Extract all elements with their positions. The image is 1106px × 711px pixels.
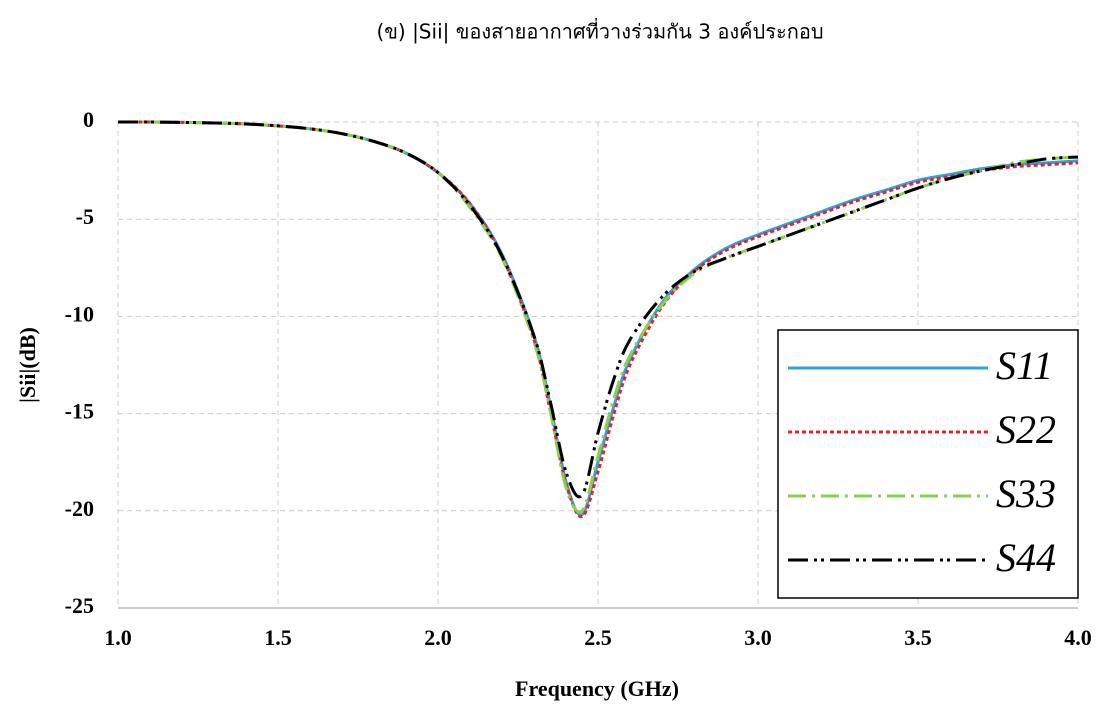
y-tick-label: -15 [65, 399, 94, 424]
y-tick-label: 0 [83, 107, 94, 132]
x-tick-label: 1.5 [264, 625, 292, 650]
legend-label: S22 [996, 407, 1056, 452]
series-line [117, 120, 1079, 519]
x-axis-label: Frequency (GHz) [515, 676, 679, 701]
x-tick-label: 3.5 [904, 625, 932, 650]
x-tick-label: 3.0 [744, 625, 772, 650]
series-line [117, 120, 1079, 499]
y-tick-label: -10 [65, 301, 94, 326]
y-tick-label: -25 [65, 593, 94, 618]
y-axis-label: |Sii|(dB) [15, 327, 40, 403]
y-tick-label: -20 [65, 496, 94, 521]
legend-box [777, 329, 1079, 599]
x-tick-label: 2.0 [424, 625, 452, 650]
chart-title: (ข) |Sii| ของสายอากาศที่วางร่วมกัน 3 องค… [376, 18, 823, 44]
x-tick-label: 1.0 [104, 625, 132, 650]
y-tick-label: -5 [76, 204, 94, 229]
x-tick-label: 4.0 [1064, 625, 1092, 650]
legend-label: S33 [996, 471, 1056, 516]
legend-label: S11 [996, 343, 1053, 388]
legend-label: S44 [996, 535, 1056, 580]
x-tick-label: 2.5 [584, 625, 612, 650]
